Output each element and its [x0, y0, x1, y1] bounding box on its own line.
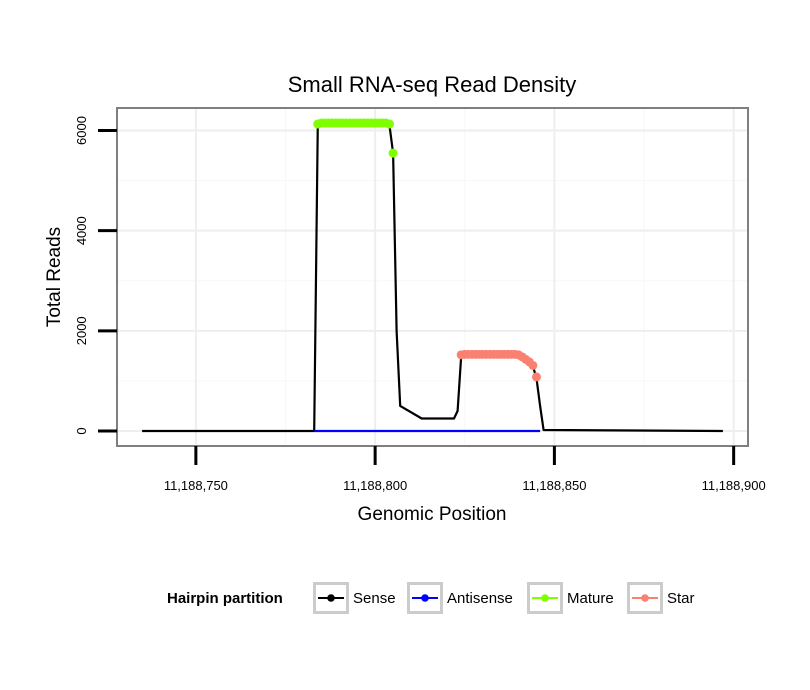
y-axis: 0 2000 4000 6000 — [74, 116, 117, 435]
y-tick-label: 0 — [74, 427, 89, 434]
y-tick-label: 4000 — [74, 216, 89, 245]
data-point-mature — [384, 119, 394, 129]
legend-label-sense: Sense — [353, 590, 396, 607]
legend-key-point-sense — [327, 594, 335, 602]
plot-border — [116, 107, 749, 447]
x-axis: 11,188,750 11,188,800 11,188,850 11,188,900 — [164, 446, 766, 493]
chart-title: Small RNA-seq Read Density — [288, 72, 577, 97]
y-axis-label: Total Reads — [44, 227, 65, 327]
data-point-star — [531, 372, 541, 382]
legend-label-mature: Mature — [567, 590, 614, 607]
legend-key-point-mature — [541, 594, 549, 602]
legend: Hairpin partition Sense Antisense Mature St… — [167, 582, 695, 614]
minor-grid — [117, 108, 748, 446]
legend-entry-star: Star — [627, 582, 695, 614]
legend-key-point-star — [641, 594, 649, 602]
legend-label-antisense: Antisense — [447, 590, 513, 607]
x-tick-label: 11,188,850 — [522, 478, 586, 493]
x-tick-label: 11,188,900 — [702, 478, 766, 493]
x-tick-label: 11,188,750 — [164, 478, 228, 493]
series-layer — [142, 118, 723, 433]
plot-background — [117, 108, 748, 446]
legend-entry-mature: Mature — [527, 582, 614, 614]
legend-title: Hairpin partition — [167, 590, 283, 607]
x-axis-label: Genomic Position — [358, 504, 507, 525]
x-tick-label: 11,188,800 — [343, 478, 407, 493]
legend-entry-antisense: Antisense — [407, 582, 513, 614]
y-tick-label: 2000 — [74, 316, 89, 345]
legend-entry-sense: Sense — [313, 582, 396, 614]
data-point-mature — [388, 148, 398, 158]
data-point-star — [528, 360, 538, 370]
legend-label-star: Star — [667, 590, 695, 607]
y-tick-label: 6000 — [74, 116, 89, 145]
legend-key-point-antisense — [421, 594, 429, 602]
